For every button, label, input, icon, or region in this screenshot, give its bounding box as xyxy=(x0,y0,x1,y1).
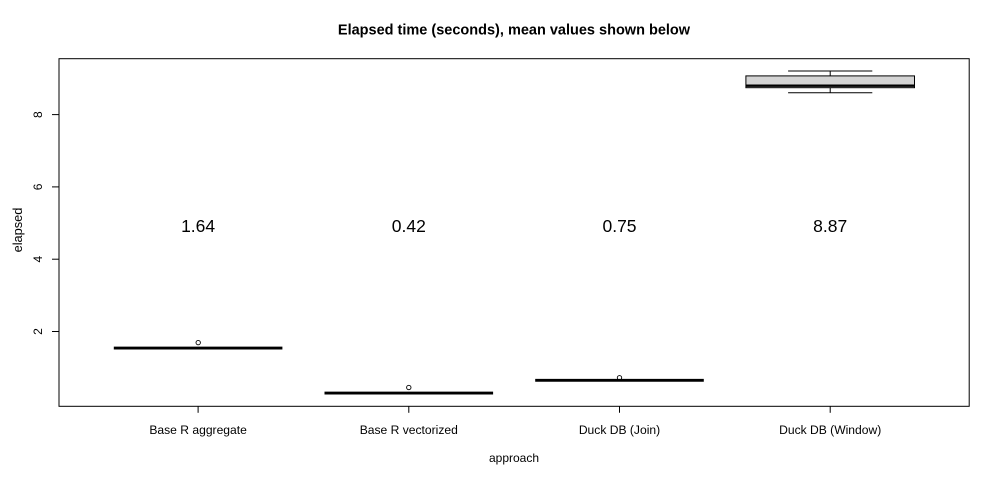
svg-text:8.87: 8.87 xyxy=(813,216,847,236)
svg-text:0.42: 0.42 xyxy=(392,216,426,236)
svg-text:Base R aggregate: Base R aggregate xyxy=(149,423,247,437)
svg-text:elapsed: elapsed xyxy=(10,208,25,253)
svg-text:Duck DB (Join): Duck DB (Join) xyxy=(579,423,660,437)
svg-text:2: 2 xyxy=(31,328,45,335)
svg-text:approach: approach xyxy=(489,451,539,465)
svg-text:Duck DB (Window): Duck DB (Window) xyxy=(779,423,881,437)
svg-text:0.75: 0.75 xyxy=(602,216,636,236)
svg-text:Elapsed time (seconds), mean v: Elapsed time (seconds), mean values show… xyxy=(338,22,691,38)
svg-text:1.64: 1.64 xyxy=(181,216,215,236)
svg-text:6: 6 xyxy=(31,183,45,190)
svg-text:4: 4 xyxy=(31,256,45,263)
svg-text:Base R vectorized: Base R vectorized xyxy=(360,423,458,437)
svg-text:8: 8 xyxy=(31,111,45,118)
